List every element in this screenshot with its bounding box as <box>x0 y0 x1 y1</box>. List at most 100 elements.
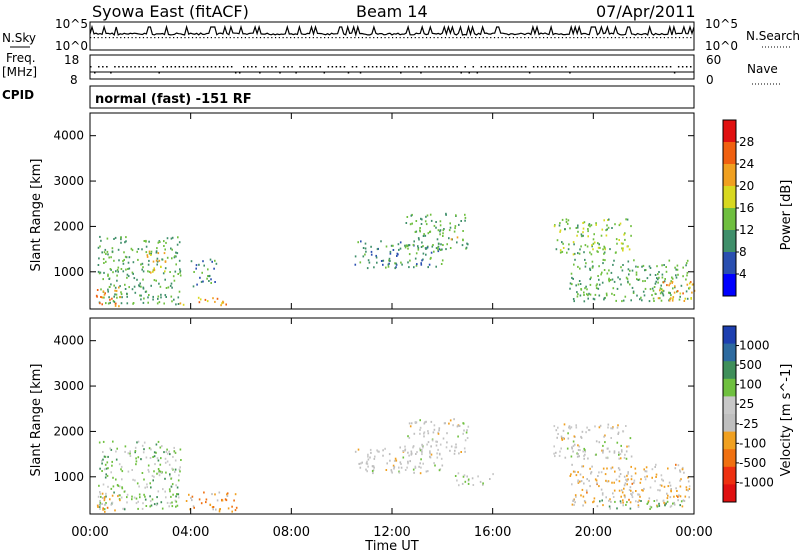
nave-dot <box>637 66 640 68</box>
nave-dot <box>186 66 189 68</box>
date-title: 07/Apr/2011 <box>596 2 696 21</box>
heatmap-cell <box>670 504 673 507</box>
heatmap-cell <box>560 435 563 438</box>
heatmap-cell <box>116 268 119 271</box>
heatmap-cell <box>649 273 652 276</box>
heatmap-cell <box>146 483 148 486</box>
heatmap-cell <box>461 482 464 485</box>
heatmap-cell <box>198 263 200 266</box>
heatmap-cell <box>112 300 115 302</box>
colorbar-swatch <box>723 164 736 187</box>
heatmap-cell <box>608 499 610 502</box>
nave-dot <box>452 66 454 68</box>
nave-dot <box>585 66 587 68</box>
heatmap-cell <box>583 454 585 457</box>
heatmap-cell <box>592 265 594 268</box>
heatmap-cell <box>657 273 659 276</box>
heatmap-cell <box>96 289 99 291</box>
heatmap-cell <box>164 270 166 273</box>
heatmap-cell <box>577 252 579 255</box>
heatmap-cell <box>116 274 118 277</box>
heatmap-cell <box>657 489 659 492</box>
heatmap-cell <box>635 490 637 492</box>
heatmap-cell <box>561 250 564 253</box>
heatmap-cell <box>172 455 174 458</box>
heatmap-cell <box>126 292 128 295</box>
heatmap-cell <box>120 468 122 471</box>
heatmap-cell <box>629 501 632 504</box>
heatmap-cell <box>626 445 628 448</box>
heatmap-cell <box>388 259 390 262</box>
heatmap-cell <box>178 474 180 477</box>
heatmap-cell <box>99 235 101 238</box>
heatmap-cell <box>463 474 466 477</box>
heatmap-cell <box>607 226 610 229</box>
heatmap-cell <box>165 471 167 474</box>
heatmap-cell <box>373 457 376 460</box>
heatmap-cell <box>144 486 146 489</box>
heatmap-cell <box>110 487 113 490</box>
heatmap-cell <box>625 425 627 427</box>
heatmap-cell <box>611 292 613 295</box>
heatmap-cell <box>600 234 603 237</box>
heatmap-cell <box>135 497 138 500</box>
heatmap-cell <box>179 470 181 473</box>
heatmap-cell <box>409 259 411 262</box>
heatmap-cell <box>438 248 441 251</box>
heatmap-cell <box>667 494 669 497</box>
heatmap-cell <box>156 457 159 460</box>
nsearch-dot <box>452 37 454 39</box>
heatmap-cell <box>407 462 409 465</box>
heatmap-cell <box>175 303 177 306</box>
heatmap-cell <box>591 266 594 269</box>
heatmap-cell <box>449 449 451 452</box>
heatmap-cell <box>651 468 654 471</box>
heatmap-cell <box>148 270 151 273</box>
heatmap-cell <box>673 495 675 498</box>
heatmap-cell <box>466 242 468 245</box>
heatmap-cell <box>567 219 570 222</box>
heatmap-cell <box>104 503 107 506</box>
heatmap-cell <box>462 475 465 478</box>
velocity-heatmap <box>96 418 691 513</box>
heatmap-cell <box>566 251 568 254</box>
heatmap-cell <box>390 470 393 473</box>
y-tick-label: 1000 <box>53 265 84 279</box>
heatmap-cell <box>685 278 687 281</box>
heatmap-cell <box>658 276 660 279</box>
heatmap-cell <box>425 215 427 218</box>
nsearch-dot <box>667 37 669 39</box>
heatmap-cell <box>570 473 572 476</box>
heatmap-cell <box>394 262 396 265</box>
nsky-label: N.Sky <box>2 31 36 45</box>
heatmap-cell <box>126 276 128 279</box>
heatmap-cell <box>415 220 418 222</box>
nsearch-dot <box>493 37 496 39</box>
heatmap-cell <box>124 241 126 244</box>
heatmap-cell <box>649 508 651 510</box>
heatmap-cell <box>370 250 373 253</box>
heatmap-cell <box>120 241 122 244</box>
heatmap-cell <box>625 457 628 460</box>
heatmap-cell <box>602 504 604 507</box>
heatmap-cell <box>570 455 573 458</box>
heatmap-cell <box>142 286 145 289</box>
nsearch-dot <box>199 37 201 39</box>
heatmap-cell <box>120 291 122 294</box>
heatmap-cell <box>577 480 579 483</box>
nsearch-dot <box>399 37 401 39</box>
heatmap-cell <box>358 462 360 465</box>
nsearch-dot <box>297 37 299 39</box>
x-tick-label: 00:00 <box>675 525 712 540</box>
heatmap-cell <box>624 482 627 485</box>
heatmap-cell <box>573 263 575 266</box>
heatmap-cell <box>439 249 442 251</box>
colorbar-tick-label: -1000 <box>739 475 774 489</box>
heatmap-cell <box>208 274 211 277</box>
heatmap-cell <box>139 294 141 297</box>
heatmap-cell <box>624 496 626 499</box>
heatmap-cell <box>619 500 622 503</box>
heatmap-cell <box>580 288 582 290</box>
heatmap-cell <box>417 237 420 240</box>
nsky-tick-top: 10^5 <box>55 17 88 31</box>
